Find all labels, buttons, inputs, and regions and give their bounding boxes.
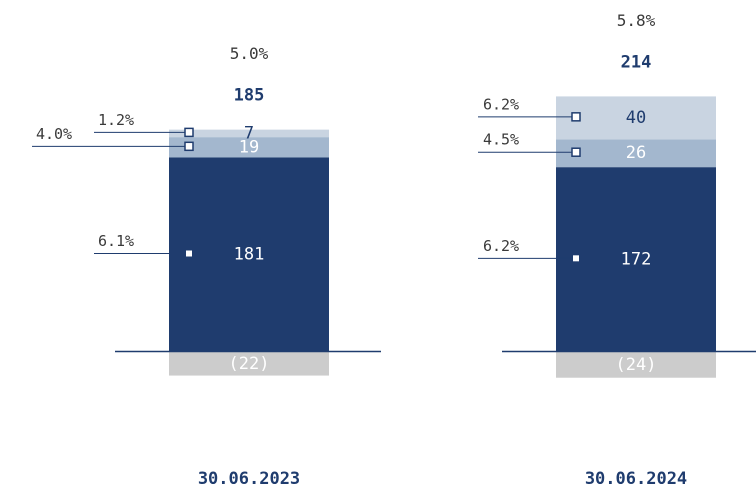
rate-label: 4.5% <box>483 131 519 149</box>
bar-neg-1 <box>556 352 716 378</box>
bar-main-0 <box>169 157 329 352</box>
marker-hollow-1 <box>571 112 581 122</box>
bar-value-label: (24) <box>616 355 657 375</box>
bar-neg-0 <box>169 352 329 376</box>
bar-value-label: 19 <box>239 137 259 157</box>
category-label: 30.06.2023 <box>198 469 300 489</box>
bar-value-label: 172 <box>621 249 652 269</box>
marker-hollow-0 <box>184 141 194 152</box>
rate-label: 6.2% <box>483 237 519 255</box>
rate-label: 4.0% <box>36 125 72 143</box>
category-label: 30.06.2024 <box>585 469 687 489</box>
bar-value-label: 7 <box>244 123 254 143</box>
rate-label: 1.2% <box>98 111 134 129</box>
total-value: 185 <box>234 86 265 106</box>
marker-hollow-1 <box>571 147 581 157</box>
total-rate: 5.0% <box>230 44 269 63</box>
marker-filled-0 <box>186 250 192 257</box>
bar-value-label: (22) <box>229 354 270 374</box>
marker-filled-1 <box>573 255 579 262</box>
bar-value-label: 40 <box>626 108 646 128</box>
rate-label: 6.2% <box>483 95 519 113</box>
bar-mid-1 <box>556 139 716 168</box>
bar-value-label: 181 <box>234 245 265 265</box>
marker-hollow-0 <box>184 127 194 138</box>
bar-main-1 <box>556 167 716 352</box>
bar-mid-0 <box>169 137 329 158</box>
bar-top-1 <box>556 96 716 140</box>
bar-top-0 <box>169 129 329 138</box>
total-value: 214 <box>621 52 652 72</box>
rate-label: 6.1% <box>98 232 134 250</box>
bar-value-label: 26 <box>626 143 646 163</box>
total-rate: 5.8% <box>617 11 656 30</box>
